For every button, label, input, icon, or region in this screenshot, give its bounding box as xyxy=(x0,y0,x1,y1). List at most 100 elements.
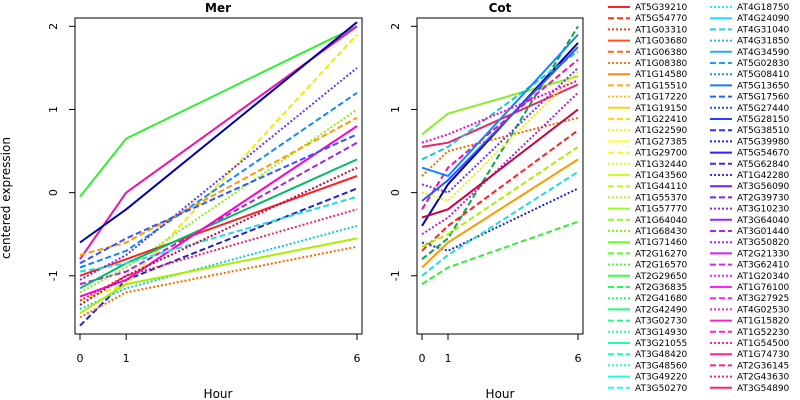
legend-label-51: AT3G56090 xyxy=(737,182,790,192)
legend-label-6: AT1G14580 xyxy=(635,70,688,80)
legend-label-30: AT3G21055 xyxy=(635,339,687,349)
legend-label-48: AT5G54670 xyxy=(737,149,790,159)
legend-label-25: AT2G36835 xyxy=(635,283,687,293)
legend-label-22: AT2G16270 xyxy=(635,249,688,259)
series-line-mer-10 xyxy=(79,91,358,269)
series-line-cot-12 xyxy=(421,33,579,178)
legend-label-46: AT5G38510 xyxy=(737,126,790,136)
legend-label-34: AT3G50270 xyxy=(635,384,688,394)
legend-label-65: AT1G54500 xyxy=(737,339,790,349)
series-line-mer-15 xyxy=(79,125,358,298)
series-line-cot-9 xyxy=(421,158,579,269)
series-line-cot-19 xyxy=(421,146,579,248)
series-line-mer-17 xyxy=(79,166,358,306)
series-line-cot-14 xyxy=(421,67,579,194)
series-line-mer-0 xyxy=(79,25,358,198)
series-line-mer-7 xyxy=(79,141,358,286)
series-line-mer-6 xyxy=(79,21,358,244)
series-line-mer-11 xyxy=(79,208,358,302)
series-line-cot-16 xyxy=(421,170,579,277)
series-line-mer-19 xyxy=(79,133,358,265)
y-tick-label-cot-2: 1 xyxy=(389,106,402,113)
series-line-cot-5 xyxy=(421,116,579,177)
series-line-mer-12 xyxy=(79,158,358,290)
legend-label-16: AT1G44110 xyxy=(635,182,688,192)
legend-label-63: AT1G15820 xyxy=(737,317,790,327)
legend-label-61: AT3G27925 xyxy=(737,294,789,304)
y-tick-label-cot-1: 0 xyxy=(389,189,402,196)
legend-label-13: AT1G29700 xyxy=(635,149,688,159)
panel-title-cot: Cot xyxy=(489,1,512,15)
panel-title-mer: Mer xyxy=(205,1,231,15)
legend-label-58: AT3G62410 xyxy=(737,261,790,271)
legend-label-47: AT5G39980 xyxy=(737,137,790,147)
series-line-mer-18 xyxy=(79,237,358,315)
series-line-cot-15 xyxy=(421,108,579,219)
legend-label-69: AT3G54890 xyxy=(737,384,790,394)
legend-label-8: AT1G17220 xyxy=(635,93,688,103)
y-tick-label-mer-2: 1 xyxy=(47,106,60,113)
panel-cot: Cot Hour 0 1 6 -1 0 1 2 xyxy=(389,1,584,400)
legend-label-40: AT5G02830 xyxy=(737,59,790,69)
x-axis-label-mer: Hour xyxy=(204,387,233,400)
legend-label-62: AT4G02530 xyxy=(737,305,790,315)
legend-label-27: AT2G42490 xyxy=(635,305,688,315)
legend-label-28: AT3G02730 xyxy=(635,317,688,327)
legend-label-7: AT1G15510 xyxy=(635,81,688,91)
series-line-cot-1 xyxy=(421,220,579,285)
series-line-cot-4 xyxy=(421,25,579,260)
legend-label-60: AT1G76100 xyxy=(737,283,790,293)
series-line-cot-7 xyxy=(421,58,579,210)
y-tick-label-mer-0: -1 xyxy=(47,270,60,281)
x-tick-label-mer-0: 0 xyxy=(77,352,84,365)
legend-label-11: AT1G22590 xyxy=(635,126,688,136)
legend-label-43: AT5G17560 xyxy=(737,93,790,103)
legend-label-21: AT1G71460 xyxy=(635,238,688,248)
y-axis-label: centered expression xyxy=(0,137,13,259)
series-line-cot-18 xyxy=(421,46,579,202)
legend-label-33: AT3G49220 xyxy=(635,373,688,383)
legend-label-5: AT1G08380 xyxy=(635,59,688,69)
series-line-cot-3 xyxy=(421,83,579,148)
legend-label-54: AT3G64040 xyxy=(737,216,790,226)
series-line-mer-14 xyxy=(79,67,358,281)
legend-label-44: AT5G27440 xyxy=(737,104,790,114)
legend-label-14: AT1G32440 xyxy=(635,160,688,170)
x-tick-label-mer-1: 1 xyxy=(123,352,130,365)
legend-label-26: AT2G41680 xyxy=(635,294,688,304)
legend-label-66: AT1G74730 xyxy=(737,350,790,360)
panel-mer: Mer Hour 0 1 6 -1 0 1 2 xyxy=(47,1,363,400)
legend-label-53: AT3G10230 xyxy=(737,205,790,215)
legend-label-3: AT1G03680 xyxy=(635,37,688,47)
y-tick-label-cot-0: -1 xyxy=(389,270,402,281)
series-line-mer-13 xyxy=(79,116,358,256)
legend-label-12: AT1G27385 xyxy=(635,137,687,147)
series-line-cot-6 xyxy=(421,42,579,227)
legend-label-4: AT1G06380 xyxy=(635,48,688,58)
series-line-cot-2 xyxy=(421,187,579,252)
legend-label-1: AT5G54770 xyxy=(635,14,688,24)
x-axis-label-cot: Hour xyxy=(486,387,515,400)
y-tick-label-mer-3: 2 xyxy=(47,23,60,30)
series-line-mer-16 xyxy=(79,195,358,273)
legend-label-56: AT3G50820 xyxy=(737,238,790,248)
x-tick-label-mer-2: 6 xyxy=(354,352,361,365)
series-line-mer-8 xyxy=(79,108,358,294)
series-line-cot-17 xyxy=(421,79,579,144)
legend-label-10: AT1G22410 xyxy=(635,115,688,125)
legend-label-52: AT2G39730 xyxy=(737,193,790,203)
legend-label-35: AT4G18750 xyxy=(737,3,790,13)
legend-label-39: AT4G34590 xyxy=(737,48,790,58)
series-line-mer-3 xyxy=(79,25,358,260)
series-line-mer-9 xyxy=(79,175,358,277)
legend-label-55: AT3G01440 xyxy=(737,227,790,237)
legend-label-2: AT1G03310 xyxy=(635,25,688,35)
series-line-cot-8 xyxy=(421,71,579,203)
legend-label-42: AT5G13650 xyxy=(737,81,790,91)
legend-label-18: AT1G57770 xyxy=(635,205,688,215)
x-tick-label-cot-0: 0 xyxy=(419,352,426,365)
legend-label-38: AT4G31850 xyxy=(737,37,790,47)
legend-label-67: AT2G36145 xyxy=(737,361,789,371)
legend-label-0: AT5G39210 xyxy=(635,3,688,13)
